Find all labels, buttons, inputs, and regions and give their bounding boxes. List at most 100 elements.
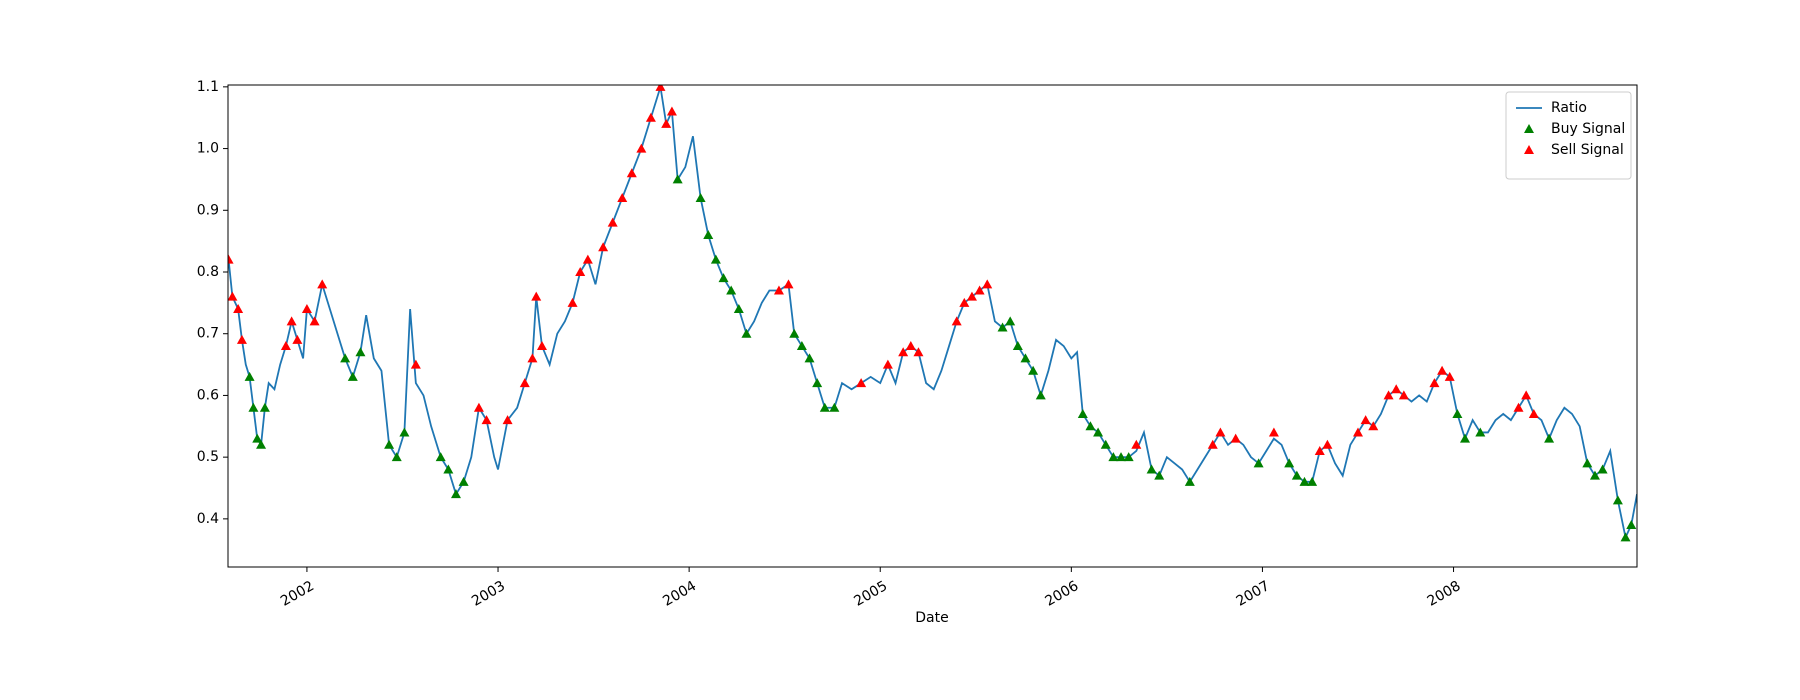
- signal-marker: [741, 328, 752, 338]
- signal-marker: [1154, 470, 1165, 480]
- legend-marker: [1524, 145, 1534, 154]
- signal-marker: [672, 174, 683, 184]
- signal-marker: [280, 341, 291, 351]
- signal-marker: [1528, 408, 1539, 418]
- signal-marker: [481, 415, 492, 425]
- signal-marker: [567, 297, 578, 307]
- x-tick-label: 2006: [1042, 578, 1081, 610]
- signal-marker: [1314, 445, 1325, 455]
- signal-marker: [1230, 433, 1241, 443]
- signal-marker: [829, 402, 840, 412]
- y-tick-label: 1.1: [197, 79, 219, 95]
- signal-marker: [256, 439, 267, 449]
- signal-marker: [959, 297, 970, 307]
- signal-marker: [1085, 421, 1096, 431]
- signal-marker: [966, 291, 977, 301]
- signal-marker: [536, 341, 547, 351]
- signal-marker: [783, 279, 794, 289]
- signal-marker: [1391, 384, 1402, 394]
- signal-marker: [1368, 421, 1379, 431]
- y-tick-label: 1.0: [197, 141, 219, 157]
- signal-marker: [1383, 390, 1394, 400]
- signal-marker: [951, 316, 962, 326]
- signal-marker: [233, 304, 244, 314]
- signal-marker: [582, 254, 593, 264]
- signal-marker: [527, 353, 538, 363]
- signal-marker: [733, 304, 744, 314]
- signal-marker: [292, 334, 303, 344]
- signal-marker: [1253, 458, 1264, 468]
- signal-marker: [519, 378, 530, 388]
- signal-marker: [718, 273, 729, 283]
- signal-marker: [1322, 439, 1333, 449]
- signal-marker: [1268, 427, 1279, 437]
- signal-marker: [443, 464, 454, 474]
- signal-marker: [252, 433, 263, 443]
- signal-marker: [695, 192, 706, 202]
- signal-marker: [626, 168, 637, 178]
- signal-marker: [228, 291, 238, 301]
- signal-marker: [1597, 464, 1608, 474]
- signal-marker: [703, 229, 714, 239]
- signal-marker: [1116, 452, 1127, 462]
- legend-box: [1505, 91, 1632, 180]
- signal-marker: [435, 452, 446, 462]
- signal-marker: [575, 266, 586, 276]
- signal-marker: [301, 304, 312, 314]
- signal-marker: [913, 347, 924, 357]
- signal-marker: [1108, 452, 1119, 462]
- signal-marker: [259, 402, 270, 412]
- signal-marker: [473, 402, 484, 412]
- signal-marker: [898, 347, 909, 357]
- y-tick-label: 0.7: [197, 326, 219, 342]
- signal-marker: [1131, 439, 1142, 449]
- legend-label: Ratio: [1551, 100, 1587, 116]
- signal-marker: [384, 439, 395, 449]
- signal-marker: [1513, 402, 1524, 412]
- signal-marker: [1437, 365, 1448, 375]
- signal-marker: [410, 359, 421, 369]
- signal-marker: [450, 489, 461, 499]
- signal-marker: [1582, 458, 1593, 468]
- signal-marker: [773, 285, 784, 295]
- signal-marker: [882, 359, 893, 369]
- signal-marker: [617, 192, 628, 202]
- legend-label: Sell Signal: [1551, 142, 1624, 158]
- signal-marker: [399, 427, 410, 437]
- x-tick-label: 2008: [1425, 578, 1464, 610]
- signal-marker: [244, 371, 255, 381]
- x-tick-label: 2007: [1234, 578, 1273, 610]
- signal-marker: [286, 316, 297, 326]
- signal-marker: [309, 316, 320, 326]
- x-axis-label: Date: [915, 610, 948, 626]
- signal-marker: [1291, 470, 1302, 480]
- signal-marker: [636, 143, 647, 153]
- signal-marker: [458, 476, 469, 486]
- signal-marker: [1620, 532, 1631, 542]
- signal-marker: [1028, 365, 1039, 375]
- signal-marker: [391, 452, 402, 462]
- signal-marker: [1005, 316, 1016, 326]
- signal-marker: [248, 402, 259, 412]
- signal-marker: [1544, 433, 1555, 443]
- signal-marker: [1077, 408, 1088, 418]
- signal-marker: [1123, 452, 1134, 462]
- x-tick-label: 2005: [851, 578, 890, 610]
- signal-marker: [1307, 476, 1318, 486]
- signal-marker: [228, 254, 234, 264]
- signal-marker: [1626, 520, 1637, 530]
- signal-marker: [598, 242, 609, 252]
- signal-marker: [1452, 408, 1463, 418]
- signal-marker: [1352, 427, 1363, 437]
- signal-marker: [1429, 378, 1440, 388]
- signal-marker: [1207, 439, 1218, 449]
- signal-marker: [726, 285, 737, 295]
- signal-marker: [905, 341, 916, 351]
- signal-marker: [789, 328, 800, 338]
- signal-marker: [236, 334, 247, 344]
- legend-marker: [1524, 124, 1534, 133]
- signal-marker: [1475, 427, 1486, 437]
- y-tick-label: 0.9: [197, 202, 219, 218]
- signal-marker: [1360, 415, 1371, 425]
